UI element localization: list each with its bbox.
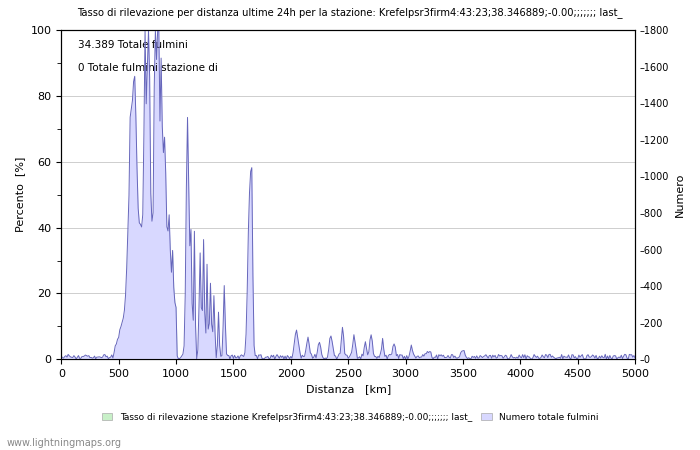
Text: 34.389 Totale fulmini: 34.389 Totale fulmini [78,40,188,50]
Text: 0 Totale fulmini stazione di: 0 Totale fulmini stazione di [78,63,218,73]
Text: www.lightningmaps.org: www.lightningmaps.org [7,438,122,448]
Y-axis label: Numero: Numero [675,172,685,217]
Legend: Tasso di rilevazione stazione Krefelpsr3firm4:43:23;38.346889;-0.00;;;;;;; last_: Tasso di rilevazione stazione Krefelpsr3… [98,409,602,425]
Y-axis label: Percento  [%]: Percento [%] [15,157,25,232]
X-axis label: Distanza   [km]: Distanza [km] [306,384,391,395]
Text: Tasso di rilevazione per distanza ultime 24h per la stazione: Krefelpsr3firm4:43: Tasso di rilevazione per distanza ultime… [77,7,623,18]
